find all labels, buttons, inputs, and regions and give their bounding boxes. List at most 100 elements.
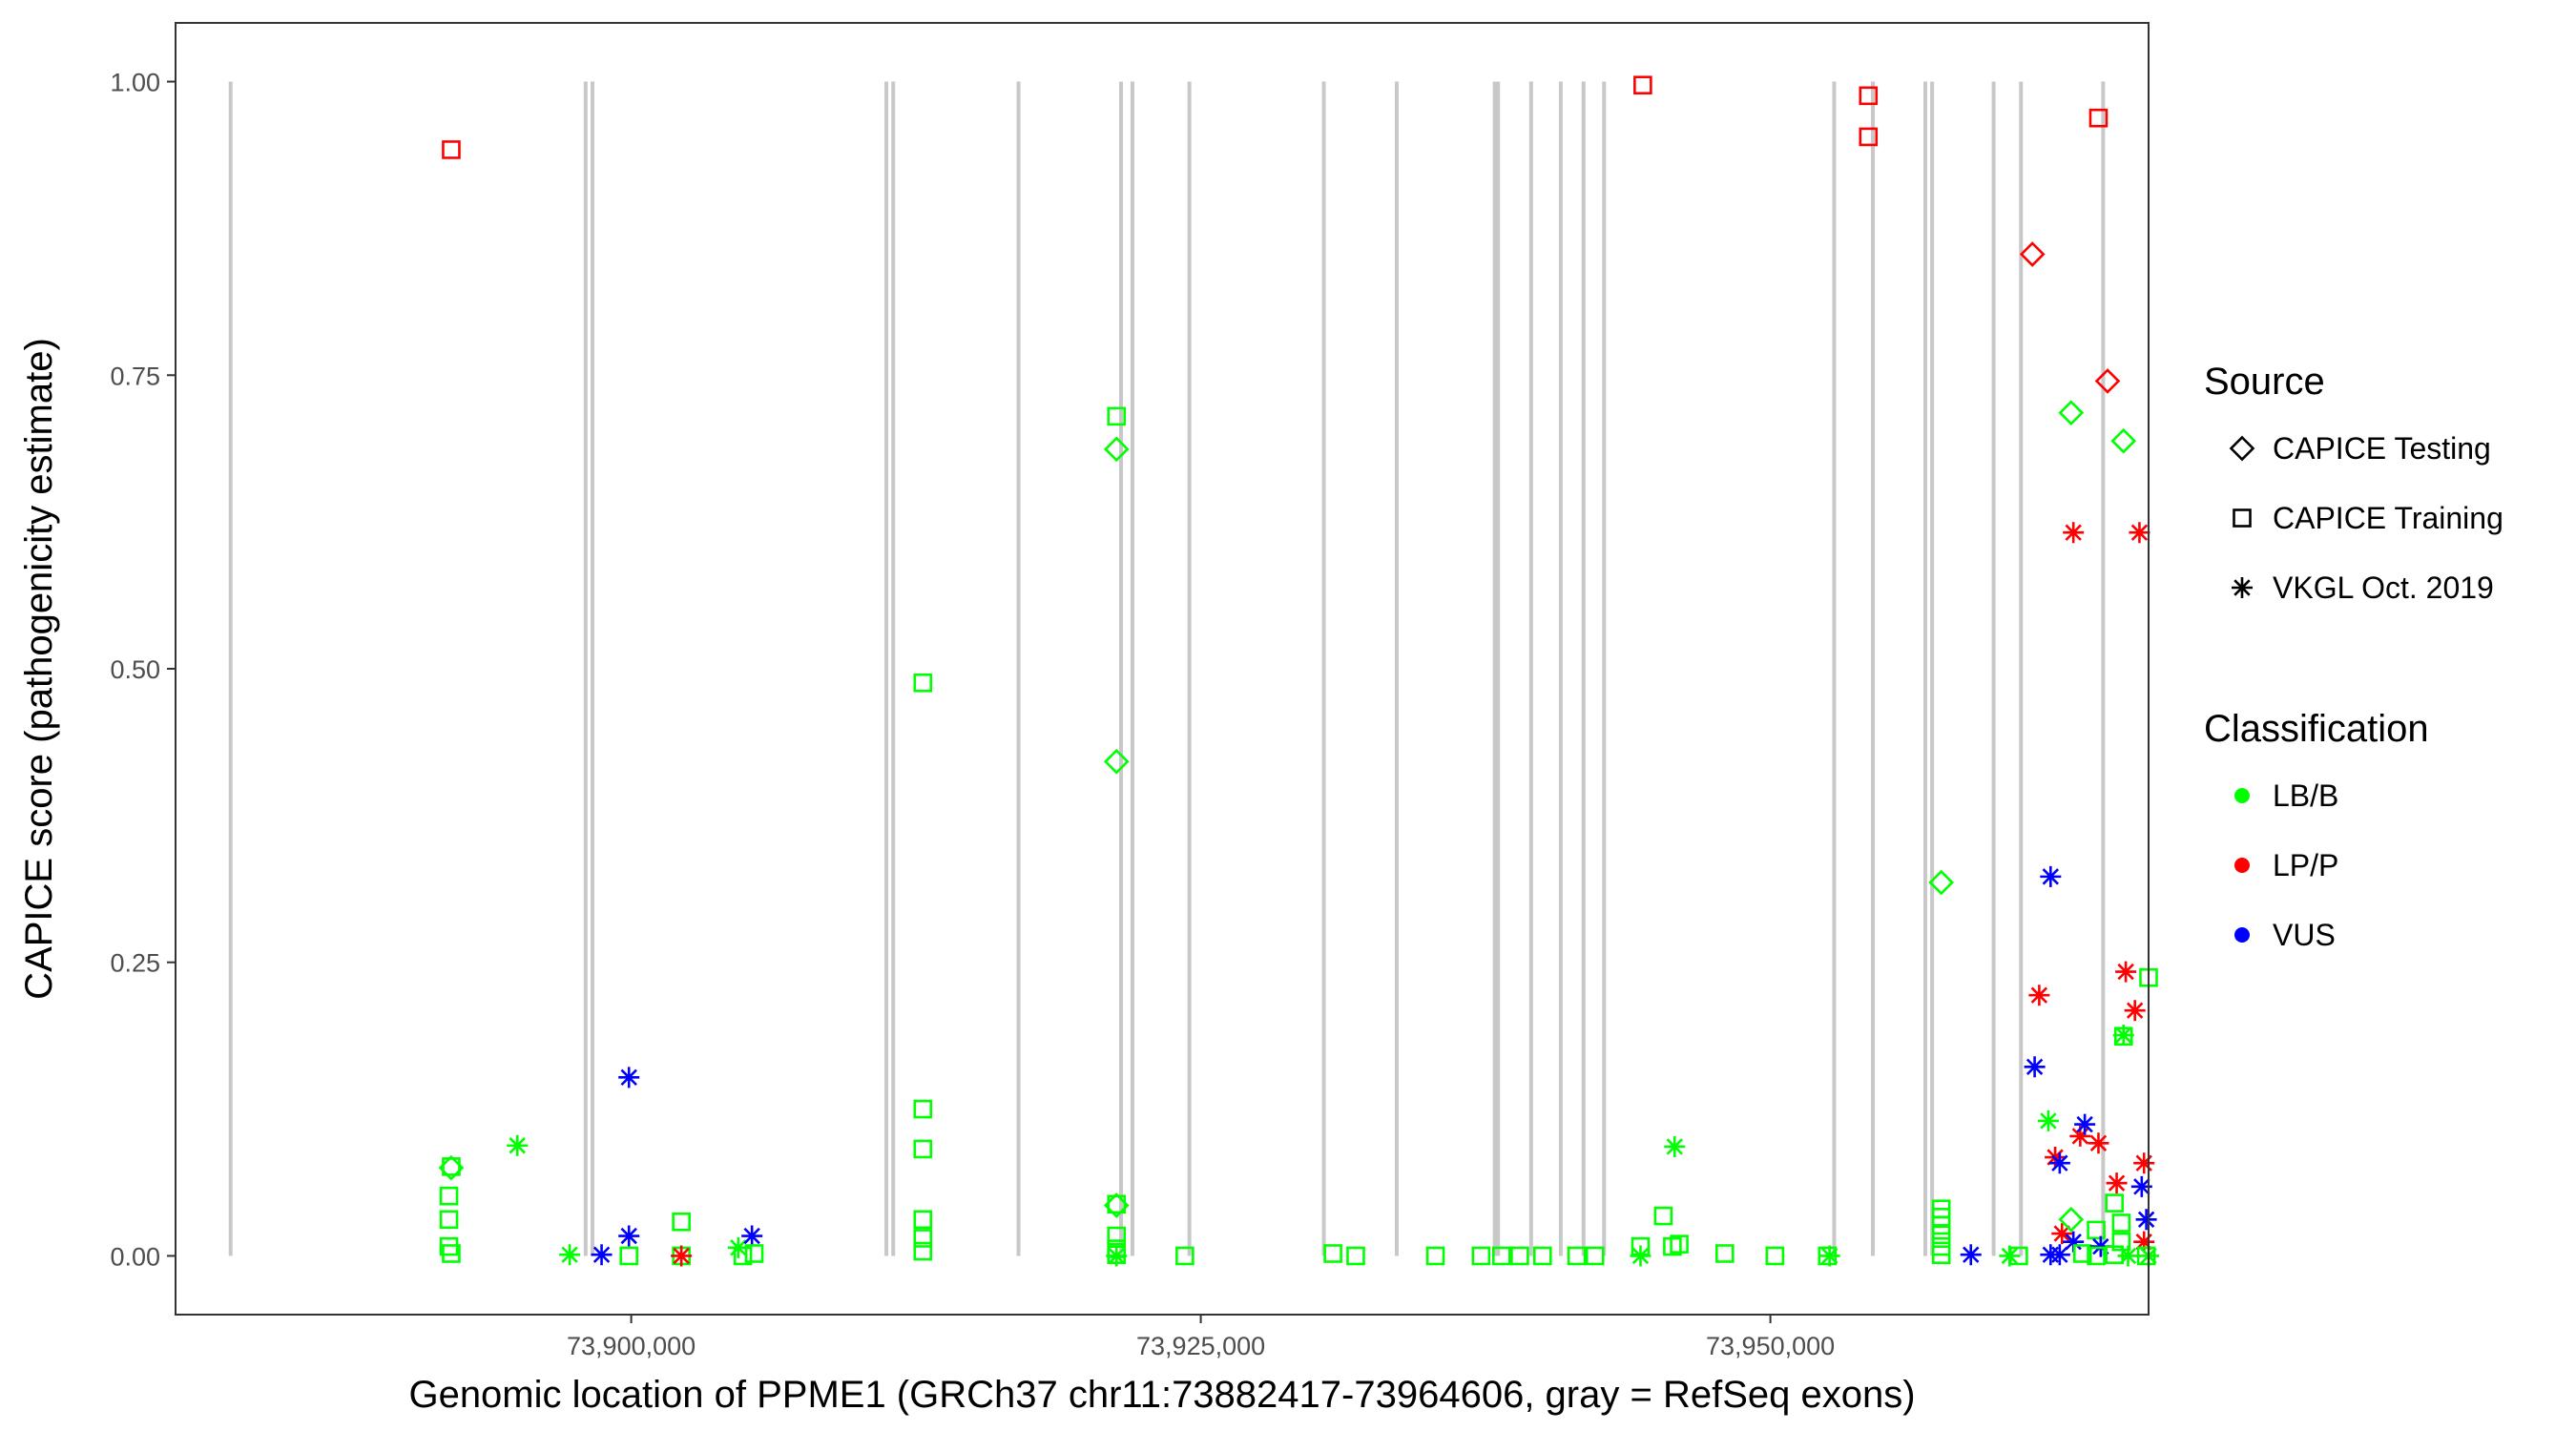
data-point [2063, 1231, 2085, 1253]
data-point [913, 1241, 933, 1261]
data-point [913, 673, 933, 693]
data-point [2112, 1025, 2134, 1047]
legend-label-source: VKGL Oct. 2019 [2273, 570, 2494, 605]
data-point [1633, 75, 1652, 95]
data-point [2028, 985, 2050, 1006]
legend-source-items: CAPICE Testing CAPICE Training VKGL Oct. 2… [2229, 431, 2503, 605]
data-point [2129, 522, 2150, 544]
data-point [741, 1225, 763, 1247]
data-point [2106, 1172, 2128, 1194]
data-point [2058, 400, 2085, 426]
data-point [1567, 1246, 1587, 1266]
data-point [2133, 1152, 2155, 1174]
data-point [1960, 1244, 1982, 1266]
data-point [2089, 1235, 2111, 1257]
legend-key-diamond [2229, 435, 2255, 462]
data-point [2072, 1244, 2092, 1263]
data-point [1175, 1246, 1195, 1266]
data-point [913, 1139, 933, 1159]
data-point [1532, 1246, 1552, 1266]
y-tick-label: 0.00 [110, 1242, 160, 1271]
data-point [1510, 1246, 1529, 1266]
data-point [1715, 1244, 1735, 1263]
data-point [591, 1244, 613, 1266]
legend-label-classification: LP/P [2273, 848, 2338, 882]
data-point [1106, 1245, 1128, 1267]
legend: Source CAPICE Testing CAPICE Training VKGL… [2204, 361, 2503, 952]
data-point [1663, 1236, 1682, 1256]
data-point [1765, 1246, 1785, 1266]
axes: 0.00 0.25 0.50 0.75 1.00 73,900,000 73,925,000… [110, 69, 1835, 1360]
data-point [1425, 1246, 1445, 1266]
data-point [1103, 748, 1130, 775]
data-point [442, 140, 461, 159]
data-point [1103, 1192, 1130, 1218]
data-point [913, 1099, 933, 1119]
data-point [1346, 1246, 1365, 1266]
data-point [438, 1154, 465, 1181]
data-point [2037, 1110, 2059, 1131]
x-axis-title: Genomic location of PPME1 (GRCh37 chr11:… [408, 1374, 1915, 1416]
data-point [618, 1067, 640, 1089]
y-tick-label: 0.50 [110, 655, 160, 684]
legend-key-square [2233, 508, 2252, 528]
data-point [913, 1210, 933, 1230]
legend-key-dot [2234, 788, 2250, 803]
legend-label-classification: VUS [2273, 918, 2336, 952]
data-point [2069, 1125, 2091, 1147]
legend-title-source: Source [2204, 361, 2325, 403]
legend-label-source: CAPICE Testing [2273, 431, 2491, 466]
x-tick-label: 73,950,000 [1706, 1332, 1835, 1360]
data-point [2024, 1056, 2046, 1078]
data-point [1653, 1206, 1673, 1226]
data-point [2130, 1175, 2152, 1197]
data-point [507, 1134, 529, 1156]
plot-panel-border [175, 22, 2150, 1316]
data-point [2124, 1000, 2146, 1022]
data-point [2048, 1244, 2070, 1266]
data-point [2115, 961, 2137, 983]
data-point [1664, 1135, 1686, 1157]
data-point [2111, 1213, 2131, 1233]
data-point [1670, 1234, 1689, 1254]
legend-class-items: LB/B LP/P VUS [2234, 778, 2338, 952]
data-point [1931, 1245, 1951, 1265]
data-point [1323, 1244, 1342, 1263]
x-tick-label: 73,900,000 [567, 1332, 696, 1360]
data-point [2133, 1231, 2155, 1253]
data-point [2117, 1245, 2139, 1267]
data-point [1931, 1225, 1951, 1245]
data-point [2074, 1113, 2096, 1135]
legend-key-dot [2234, 858, 2250, 873]
legend-label-classification: LB/B [2273, 778, 2338, 813]
data-point [1585, 1246, 1605, 1266]
legend-key-asterisk [2232, 577, 2253, 598]
y-axis-title: CAPICE score (pathogenicity estimate) [18, 338, 60, 1000]
data-point [2009, 1246, 2028, 1266]
data-point [2087, 1246, 2106, 1266]
data-point [618, 1225, 640, 1247]
data-point [1818, 1245, 1840, 1267]
data-point [733, 1246, 753, 1266]
x-tick-label: 73,925,000 [1136, 1332, 1265, 1360]
y-tick-label: 0.25 [110, 949, 160, 978]
data-point [2088, 108, 2109, 128]
data-point [2088, 1132, 2109, 1154]
data-point [559, 1244, 581, 1266]
y-tick-label: 0.75 [110, 362, 160, 390]
data-point [2058, 1206, 2085, 1233]
data-point [619, 1246, 639, 1266]
data-point [1471, 1246, 1491, 1266]
data-point [1103, 436, 1130, 463]
data-point [913, 1229, 933, 1248]
data-point [1859, 127, 1879, 147]
data-point [2105, 1193, 2124, 1213]
data-point [2019, 241, 2046, 267]
y-tick-label: 1.00 [110, 69, 160, 97]
data-point [671, 1245, 693, 1267]
data-point [2135, 1209, 2157, 1231]
legend-label-source: CAPICE Training [2273, 501, 2503, 535]
data-point [1107, 1226, 1127, 1246]
data-point [2110, 427, 2137, 454]
